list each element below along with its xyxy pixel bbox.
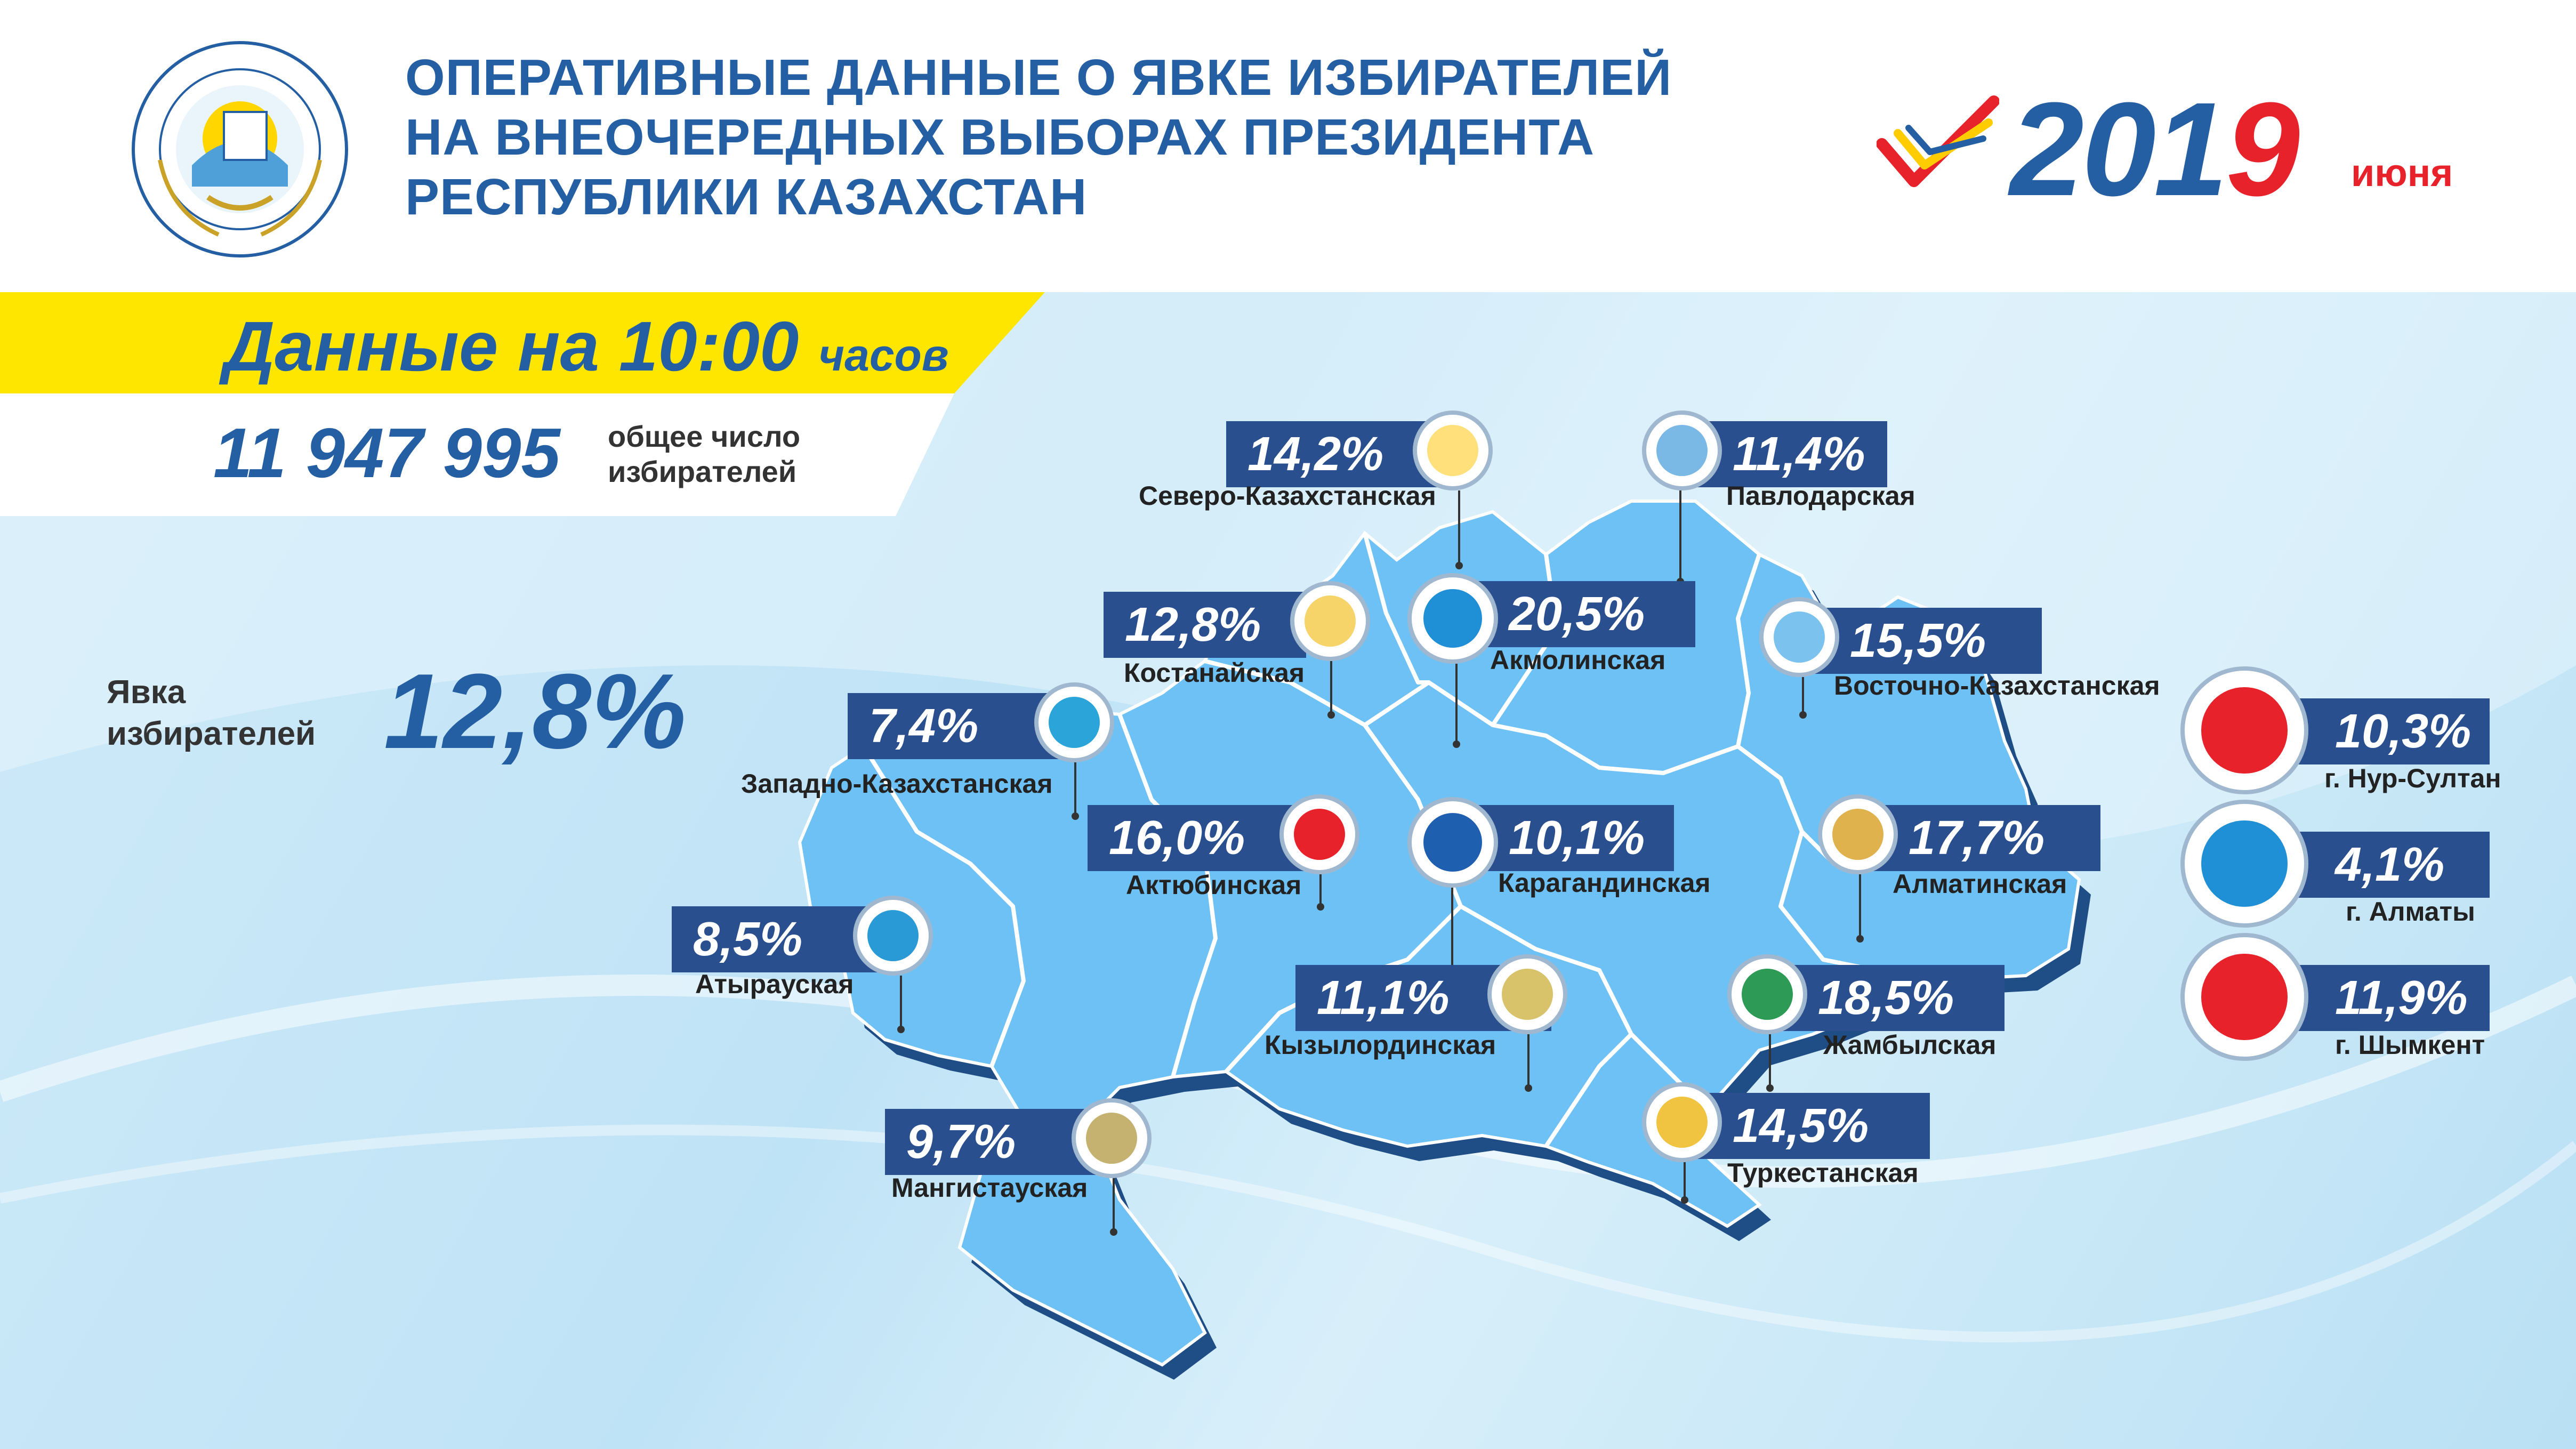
title-line-3: РЕСПУБЛИКИ КАЗАХСТАН bbox=[405, 168, 1088, 226]
region-name: Восточно-Казахстанская bbox=[1834, 671, 2160, 701]
total-voters-label-1: общее число bbox=[608, 420, 801, 453]
region-emblem-icon bbox=[1279, 794, 1359, 874]
region-leader-line bbox=[1525, 1034, 1532, 1092]
region-name: Западно-Казахстанская bbox=[741, 769, 1053, 799]
city-emblem-icon bbox=[2180, 933, 2308, 1061]
turnout-label-1: Явка bbox=[107, 674, 186, 711]
region-name: Костанайская bbox=[1124, 658, 1305, 688]
region-emblem-icon bbox=[1290, 581, 1370, 661]
region-emblem-icon bbox=[1642, 1082, 1722, 1162]
data-as-of-time-value: Данные на 10:00 bbox=[224, 307, 799, 385]
region-leader-line bbox=[1072, 762, 1079, 820]
region-name: Мангистауская bbox=[891, 1173, 1088, 1203]
region-emblem-inner bbox=[1501, 968, 1553, 1020]
total-voters-label-2: избирателей bbox=[608, 455, 797, 488]
region-name: Жамбылская bbox=[1823, 1030, 1997, 1060]
region-leader-line bbox=[1448, 888, 1456, 977]
region-name: Северо-Казахстанская bbox=[1139, 481, 1436, 511]
region-leader-line bbox=[1856, 874, 1864, 943]
region-emblem-icon bbox=[1413, 410, 1493, 490]
page-title: ОПЕРАТИВНЫЕ ДАННЫЕ О ЯВКЕ ИЗБИРАТЕЛЕЙ НА… bbox=[405, 48, 1672, 227]
summary-banner bbox=[0, 292, 1045, 516]
city-name: г. Нур-Султан bbox=[2324, 763, 2501, 793]
region-name: Карагандинская bbox=[1498, 868, 1711, 898]
region-leader-line bbox=[1327, 661, 1335, 719]
total-voters: 11 947 995 bbox=[213, 414, 560, 492]
city-emblem-inner bbox=[2201, 687, 2288, 774]
region-emblem-inner bbox=[1423, 589, 1483, 648]
region-value-badge: 14,5% bbox=[1685, 1093, 1930, 1159]
region-emblem-icon bbox=[1642, 410, 1722, 490]
city-emblem-inner bbox=[2201, 954, 2288, 1040]
region-name: Туркестанская bbox=[1727, 1158, 1919, 1188]
turnout-label: Явка избирателей bbox=[107, 672, 316, 755]
region-name: Акмолинская bbox=[1490, 645, 1666, 675]
region-emblem-inner bbox=[1773, 611, 1825, 663]
region-name: Актюбинская bbox=[1126, 870, 1302, 900]
city-emblem-icon bbox=[2180, 666, 2308, 794]
city-name: г. Шымкент bbox=[2335, 1030, 2485, 1060]
region-value-badge: 18,5% bbox=[1781, 965, 2005, 1031]
region-leader-line bbox=[1455, 490, 1463, 569]
region-leader-line bbox=[1681, 1162, 1688, 1204]
header: ОПЕРАТИВНЫЕ ДАННЫЕ О ЯВКЕ ИЗБИРАТЕЛЕЙ НА… bbox=[0, 0, 2576, 292]
region-emblem-icon bbox=[1072, 1098, 1152, 1178]
region-emblem-inner bbox=[1427, 424, 1479, 477]
turnout-value: 12,8% bbox=[384, 652, 687, 771]
cec-logo-icon bbox=[132, 41, 348, 257]
region-leader-line bbox=[897, 976, 905, 1033]
region-value-badge: 12,8% bbox=[1104, 592, 1306, 658]
election-month: июня bbox=[2351, 152, 2453, 195]
region-emblem-icon bbox=[1487, 954, 1567, 1034]
city-emblem-icon bbox=[2180, 800, 2308, 928]
election-year: 2019 bbox=[2010, 80, 2300, 219]
data-as-of-time-unit: часов bbox=[818, 330, 949, 380]
region-emblem-icon bbox=[1407, 797, 1498, 888]
region-leader-line bbox=[1766, 1034, 1774, 1092]
title-line-2: НА ВНЕОЧЕРЕДНЫХ ВЫБОРАХ ПРЕЗИДЕНТА bbox=[405, 109, 1595, 166]
region-value-badge: 14,2% bbox=[1226, 421, 1455, 487]
region-emblem-icon bbox=[1759, 597, 1839, 677]
region-emblem-inner bbox=[867, 909, 919, 962]
region-name: Атырауская bbox=[695, 969, 854, 999]
region-name: Алматинская bbox=[1893, 869, 2067, 899]
election-checkmark-icon bbox=[1877, 95, 1999, 187]
region-emblem-icon bbox=[1034, 682, 1114, 762]
region-leader-line bbox=[1799, 677, 1807, 719]
region-emblem-inner bbox=[1048, 696, 1100, 748]
region-name: Кызылординская bbox=[1265, 1030, 1496, 1060]
region-emblem-icon bbox=[853, 896, 933, 976]
region-emblem-inner bbox=[1304, 595, 1356, 647]
region-emblem-icon bbox=[1407, 573, 1498, 664]
region-leader-line bbox=[1453, 664, 1460, 748]
region-emblem-icon bbox=[1818, 794, 1898, 874]
region-value-badge: 16,0% bbox=[1088, 805, 1311, 871]
election-date: 2019 июня bbox=[1877, 80, 2490, 219]
turnout-label-2: избирателей bbox=[107, 715, 316, 752]
region-emblem-inner bbox=[1656, 424, 1708, 477]
region-emblem-inner bbox=[1741, 968, 1793, 1020]
election-day: 9 bbox=[2226, 75, 2300, 223]
region-emblem-inner bbox=[1423, 812, 1483, 872]
region-leader-line bbox=[1110, 1178, 1117, 1236]
data-as-of-time: Данные на 10:00 часов bbox=[224, 309, 949, 392]
region-emblem-inner bbox=[1832, 808, 1884, 860]
title-line-1: ОПЕРАТИВНЫЕ ДАННЫЕ О ЯВКЕ ИЗБИРАТЕЛЕЙ bbox=[405, 49, 1672, 106]
region-emblem-icon bbox=[1727, 954, 1807, 1034]
region-leader-line bbox=[1677, 490, 1684, 585]
region-leader-line bbox=[1317, 874, 1324, 911]
region-value-badge: 8,5% bbox=[672, 906, 885, 972]
city-name: г. Алматы bbox=[2346, 897, 2475, 927]
total-voters-label: общее число избирателей bbox=[608, 419, 832, 489]
city-emblem-inner bbox=[2201, 820, 2288, 907]
region-value-badge: 20,5% bbox=[1461, 581, 1695, 647]
region-emblem-inner bbox=[1085, 1112, 1138, 1164]
year-digits: 201 bbox=[2010, 75, 2228, 223]
region-emblem-inner bbox=[1656, 1096, 1708, 1148]
region-name: Павлодарская bbox=[1726, 481, 1915, 511]
region-emblem-inner bbox=[1293, 808, 1346, 860]
